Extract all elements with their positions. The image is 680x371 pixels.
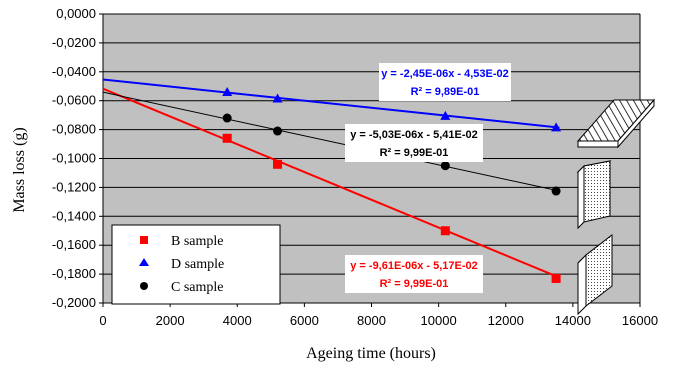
data-point (273, 126, 283, 136)
x-tick-label: 0 (99, 313, 106, 328)
equation-d: y = -2,45E-06x - 4,53E-02 (381, 68, 509, 80)
data-point (440, 226, 450, 236)
x-tick-label: 12000 (488, 313, 524, 328)
legend-marker-c (140, 282, 148, 290)
x-axis-title: Ageing time (hours) (306, 345, 436, 362)
y-tick-label: -0,2000 (52, 295, 96, 310)
equation-c: y = -5,03E-06x - 5,41E-02 (350, 129, 478, 141)
equation-box-c: y = -5,03E-06x - 5,41E-02 R² = 9,99E-01 (345, 124, 483, 162)
y-tick-label: -0,1800 (52, 266, 96, 281)
y-tick-label: -0,0800 (52, 122, 96, 137)
y-tick-labels: 0,0000 -0,0200 -0,0400 -0,0600 -0,0800 -0,100… (52, 6, 96, 310)
sample-c-illustration (576, 160, 612, 230)
data-point (222, 113, 232, 123)
x-tick-labels: 0 2000 4000 6000 8000 10000 12000 14000 16000 (99, 313, 658, 328)
data-point (551, 273, 561, 283)
data-markers (222, 87, 562, 283)
y-tick-label: -0,0400 (52, 64, 96, 79)
data-point (551, 186, 561, 196)
data-point (222, 87, 233, 97)
x-tick-label: 6000 (290, 313, 319, 328)
equation-box-d: y = -2,45E-06x - 4,53E-02 R² = 9,89E-01 (379, 63, 511, 101)
data-point (273, 159, 283, 169)
data-point (440, 110, 451, 120)
y-tick-label: -0,1000 (52, 151, 96, 166)
sample-d-illustration (576, 98, 656, 149)
y-tick-label: -0,1200 (52, 179, 96, 194)
data-point (551, 122, 562, 132)
y-tick-label: -0,1400 (52, 208, 96, 223)
y-axis-title: Mass loss (g) (11, 127, 28, 212)
y-tick-label: -0,0200 (52, 35, 96, 50)
x-tick-label: 4000 (223, 313, 252, 328)
legend-marker-b (140, 236, 148, 244)
equation-b: y = -9,61E-06x - 5,17E-02 (350, 260, 478, 272)
x-tick-label: 14000 (555, 313, 591, 328)
r2-b: R² = 9,99E-01 (380, 278, 449, 290)
y-tick-label: -0,0600 (52, 93, 96, 108)
y-tick-label: 0,0000 (56, 6, 96, 21)
legend-label-d: D sample (171, 257, 224, 272)
equation-box-b: y = -9,61E-06x - 5,17E-02 R² = 9,99E-01 (345, 255, 483, 293)
data-point (222, 133, 232, 143)
trendline (102, 91, 560, 192)
trendlines (102, 78, 560, 279)
trendline (102, 78, 560, 129)
x-tick-label: 8000 (357, 313, 386, 328)
data-point (272, 93, 283, 103)
data-point (440, 161, 450, 171)
r2-c: R² = 9,99E-01 (380, 147, 449, 159)
x-tick-label: 16000 (622, 313, 658, 328)
x-tick-label: 2000 (156, 313, 185, 328)
legend-label-c: C sample (171, 280, 224, 295)
legend: B sample D sample C sample (111, 224, 281, 305)
legend-marker-d (139, 258, 149, 266)
legend-label-b: B sample (171, 234, 224, 249)
r2-d: R² = 9,89E-01 (411, 86, 480, 98)
sample-b-illustration (577, 233, 613, 316)
trendline (102, 87, 560, 279)
x-tick-label: 10000 (421, 313, 457, 328)
y-tick-label: -0,1600 (52, 237, 96, 252)
